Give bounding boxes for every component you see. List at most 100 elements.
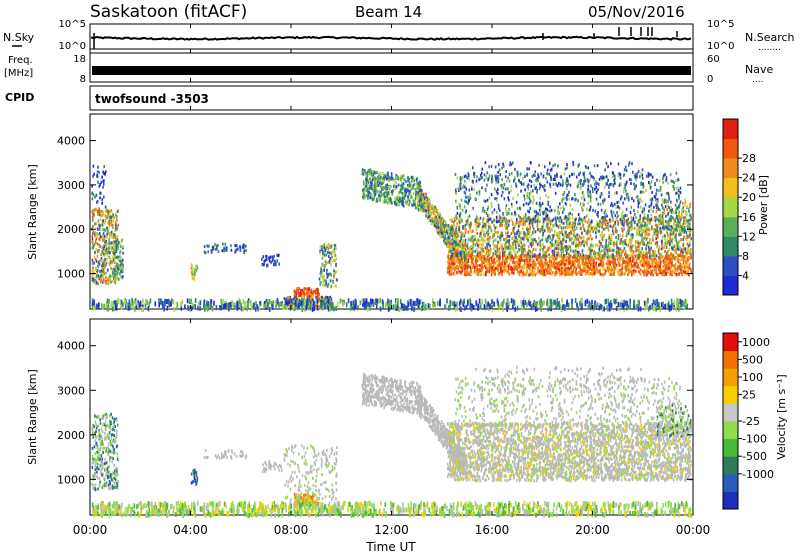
scatter-point <box>390 186 392 189</box>
scatter-point <box>497 264 499 267</box>
scatter-point <box>327 244 329 247</box>
scatter-point <box>374 179 376 182</box>
scatter-point <box>105 272 107 275</box>
scatter-point <box>99 224 101 227</box>
scatter-point <box>331 285 333 288</box>
scatter-point <box>466 220 468 223</box>
scatter-point <box>530 260 532 263</box>
scatter-point <box>681 266 683 269</box>
scatter-point <box>230 244 232 247</box>
scatter-point <box>323 246 325 249</box>
scatter-point <box>580 269 582 272</box>
scatter-point <box>658 262 660 265</box>
scatter-point <box>139 302 141 307</box>
scatter-point <box>116 227 118 230</box>
scatter-point <box>97 282 99 285</box>
scatter-point <box>108 210 110 213</box>
scatter-point <box>588 237 590 240</box>
scatter-point <box>341 298 343 303</box>
scatter-point <box>683 302 685 307</box>
scatter-point <box>103 250 105 253</box>
scatter-point <box>477 272 479 275</box>
scatter-point <box>599 305 601 310</box>
scatter-point <box>481 299 483 304</box>
scatter-point <box>333 259 335 262</box>
scatter-point <box>270 261 272 264</box>
scatter-point <box>120 256 122 259</box>
scatter-point <box>217 244 219 247</box>
scatter-point <box>493 268 495 271</box>
scatter-point <box>100 235 102 238</box>
scatter-point <box>295 300 297 305</box>
scatter-point <box>577 264 579 267</box>
scatter-point <box>657 273 659 276</box>
scatter-point <box>548 253 550 256</box>
scatter-point <box>301 306 303 311</box>
scatter-point <box>423 193 425 196</box>
scatter-point <box>467 216 469 219</box>
scatter-point <box>220 305 222 310</box>
scatter-point <box>611 303 613 308</box>
scatter-point <box>567 256 569 259</box>
scatter-point <box>615 267 617 270</box>
scatter-point <box>415 194 417 197</box>
scatter-point <box>533 260 535 263</box>
scatter-point <box>646 258 648 261</box>
scatter-point <box>367 171 369 174</box>
scatter-point <box>210 303 212 308</box>
scatter-point <box>327 261 329 264</box>
scatter-point <box>102 211 104 214</box>
scatter-point <box>659 265 661 268</box>
scatter-point <box>331 252 333 255</box>
scatter-point <box>558 303 560 308</box>
scatter-point <box>107 248 109 251</box>
scatter-point <box>502 270 504 273</box>
scatter-point <box>548 264 550 267</box>
scatter-point <box>192 271 194 274</box>
scatter-point <box>421 306 423 311</box>
scatter-point <box>386 184 388 187</box>
scatter-point <box>520 270 522 273</box>
scatter-point <box>370 181 372 184</box>
scatter-point <box>487 301 489 306</box>
scatter-point <box>393 305 395 310</box>
scatter-point <box>398 195 400 198</box>
scatter-point <box>635 244 637 247</box>
scatter-point <box>98 277 100 280</box>
scatter-point <box>193 305 195 310</box>
scatter-point <box>391 172 393 175</box>
scatter-point <box>192 268 194 271</box>
scatter-point <box>563 304 565 309</box>
scatter-point <box>489 259 491 262</box>
nsearch-tick-bottom: 10^0 <box>707 41 734 52</box>
scatter-point <box>591 268 593 271</box>
scatter-point <box>103 268 105 271</box>
scatter-point <box>237 306 239 311</box>
scatter-point <box>674 300 676 305</box>
scatter-point <box>513 272 515 275</box>
scatter-point <box>438 226 440 229</box>
scatter-point <box>191 263 193 266</box>
scatter-point <box>102 276 104 279</box>
scatter-point <box>651 225 653 228</box>
scatter-point <box>465 239 467 242</box>
scatter-point <box>578 241 580 244</box>
scatter-point <box>485 271 487 274</box>
scatter-point <box>521 259 523 262</box>
scatter-point <box>618 263 620 266</box>
scatter-point <box>278 263 280 266</box>
scatter-point <box>102 239 104 242</box>
scatter-point <box>108 306 110 311</box>
scatter-point <box>582 269 584 272</box>
scatter-point <box>521 241 523 244</box>
scatter-point <box>115 213 117 216</box>
scatter-point <box>483 273 485 276</box>
scatter-point <box>434 221 436 224</box>
scatter-point <box>302 293 304 296</box>
scatter-point <box>576 303 578 308</box>
scatter-point <box>662 236 664 239</box>
scatter-point <box>468 260 470 263</box>
scatter-point <box>638 270 640 273</box>
scatter-point <box>166 299 168 304</box>
scatter-point <box>614 221 616 224</box>
